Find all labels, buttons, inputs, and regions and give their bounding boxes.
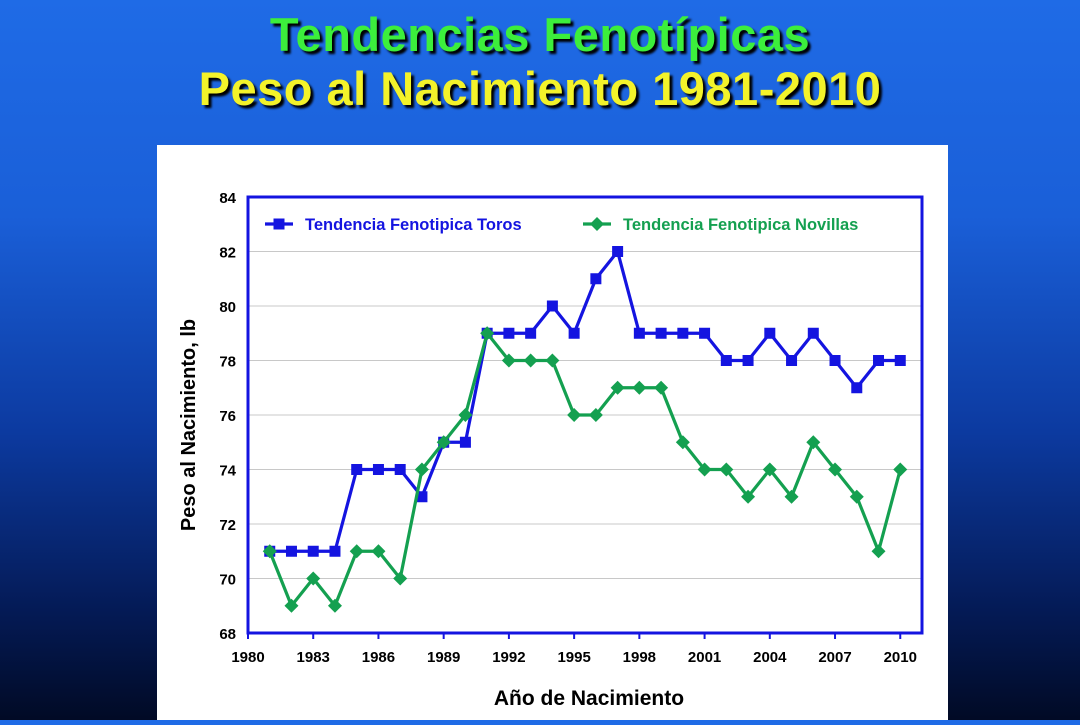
data-point-novillas [697,462,712,477]
data-point-novillas [480,326,495,341]
slide-title-line2: Peso al Nacimiento 1981-2010 [198,62,882,115]
data-point-toros [873,355,885,366]
y-tick-label: 80 [219,299,236,316]
x-tick-label: 1986 [362,649,395,666]
x-tick-label: 1998 [623,649,656,666]
legend-label-novillas: Tendencia Fenotipica Novillas [623,216,858,234]
data-point-toros [568,327,580,339]
legend-marker-toros [273,218,285,230]
data-point-toros [764,327,776,339]
data-point-novillas [501,353,516,368]
chart-panel: 68 70 72 74 76 78 80 82 84 1980 1983 1986 1989 1992 19… [157,145,948,720]
data-point-toros [394,464,406,475]
data-point-toros [894,355,906,366]
data-point-novillas [610,380,625,395]
data-point-toros [307,545,319,557]
data-point-toros [372,464,384,475]
series-novillas [262,326,908,613]
data-point-novillas [719,462,734,477]
series-line-toros [269,249,901,553]
data-point-novillas [784,489,799,504]
x-tick-label: 2004 [753,649,787,666]
data-point-toros [655,327,667,339]
data-point-novillas [567,408,582,422]
x-tick-label: 1983 [297,649,330,666]
y-axis-label: Peso al Nacimiento, lb [178,319,200,531]
legend-label-toros: Tendencia Fenotipica Toros [305,216,522,234]
data-point-novillas [523,353,538,368]
x-tick-label: 1980 [231,649,264,666]
data-point-novillas [414,462,429,477]
data-point-toros [851,382,863,394]
data-point-toros [612,246,624,257]
data-point-toros [807,327,819,339]
data-point-novillas [458,408,473,422]
data-point-toros [590,273,602,285]
data-point-novillas [327,598,342,613]
data-point-toros [525,327,537,339]
y-tick-label: 70 [219,572,236,589]
data-point-toros [633,327,645,339]
data-point-novillas [393,571,408,586]
data-point-novillas [762,462,777,477]
data-point-novillas [262,544,277,559]
x-tick-label: 1992 [492,649,525,666]
data-point-toros [459,436,471,448]
legend-marker-novillas [590,217,604,231]
data-point-novillas [675,435,690,450]
y-tick-label: 84 [219,190,236,207]
x-tick-label: 2001 [688,649,721,666]
data-point-toros [351,464,363,475]
data-point-novillas [871,544,886,559]
data-point-toros [742,355,754,366]
data-point-novillas [349,544,364,559]
data-point-novillas [893,462,908,477]
x-tick-label: 1995 [557,649,590,666]
data-point-toros [677,327,689,339]
data-point-toros [829,355,841,366]
data-point-novillas [806,435,821,450]
series-lines [262,246,908,613]
data-point-novillas [849,489,864,504]
data-point-novillas [436,435,451,450]
slide-title-line1: Tendencias Fenotípicas [269,8,811,61]
data-point-novillas [371,544,386,559]
data-point-novillas [284,598,299,613]
data-point-novillas [828,462,843,477]
data-point-novillas [654,380,669,395]
data-point-toros [546,300,558,312]
x-axis-label: Año de Nacimiento [494,687,684,710]
data-point-novillas [306,571,321,586]
data-point-toros [786,355,798,366]
y-tick-label: 72 [219,517,236,534]
slide-title: Tendencias Fenotípicas Peso al Nacimient… [0,8,1080,116]
tick-labels: 68 70 72 74 76 78 80 82 84 1980 1983 1986 1989 1992 19… [219,190,917,666]
data-point-toros [285,545,297,557]
data-point-novillas [545,353,560,368]
x-tick-label: 2010 [884,649,917,666]
data-point-toros [720,355,732,366]
plot-area-frame [246,195,924,635]
data-point-novillas [741,489,756,504]
line-chart: 68 70 72 74 76 78 80 82 84 1980 1983 1986 1989 1992 19… [178,190,924,710]
data-point-toros [329,545,341,557]
data-point-toros [416,491,428,503]
data-point-novillas [588,408,603,422]
y-tick-label: 76 [219,408,236,425]
x-tick-label: 1989 [427,649,460,666]
y-tick-label: 82 [219,245,236,262]
y-tick-label: 74 [219,463,236,480]
data-point-toros [699,327,711,339]
y-tick-label: 78 [219,354,236,371]
legend: Tendencia Fenotipica Toros Tendencia Feno… [265,216,858,234]
y-tick-label: 68 [219,626,236,643]
data-point-toros [503,327,515,339]
series-toros [264,246,906,557]
x-tick-label: 2007 [818,649,851,666]
data-point-novillas [632,380,647,395]
